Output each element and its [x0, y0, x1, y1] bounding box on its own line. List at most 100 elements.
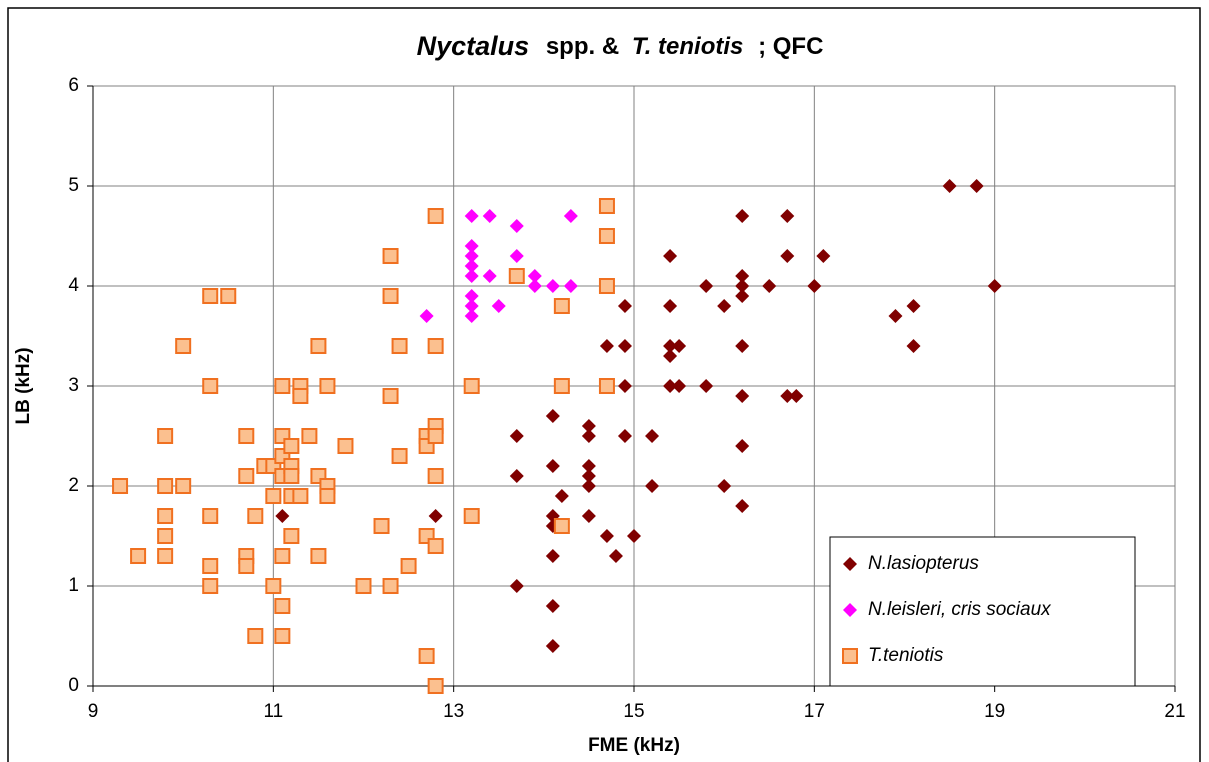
- point: [509, 579, 524, 593]
- point: [265, 488, 282, 504]
- x-axis-label: FME (kHz): [588, 735, 680, 756]
- y-tick-label: 6: [68, 75, 79, 96]
- legend-label: T.teniotis: [868, 645, 944, 666]
- point: [598, 278, 615, 294]
- point: [545, 639, 560, 653]
- point: [545, 459, 560, 473]
- point: [482, 269, 497, 283]
- point: [418, 648, 435, 664]
- point: [581, 509, 596, 523]
- point: [699, 379, 714, 393]
- point: [382, 248, 399, 264]
- point: [509, 469, 524, 483]
- point: [247, 508, 264, 524]
- point: [527, 279, 542, 293]
- y-tick-label: 3: [68, 375, 79, 396]
- point: [563, 279, 578, 293]
- point: [906, 299, 921, 313]
- x-tick-label: 21: [1164, 701, 1185, 722]
- point: [663, 379, 678, 393]
- point: [599, 339, 614, 353]
- point: [464, 309, 479, 323]
- point: [608, 549, 623, 563]
- y-axis-label: LB (kHz): [13, 347, 34, 424]
- y-tick-label: 4: [68, 275, 79, 296]
- point: [762, 279, 777, 293]
- legend-marker: [842, 648, 858, 664]
- legend-label: N.leisleri, cris sociaux: [868, 599, 1052, 620]
- point: [969, 179, 984, 193]
- point: [464, 239, 479, 253]
- point: [509, 249, 524, 263]
- point: [581, 429, 596, 443]
- point: [464, 269, 479, 283]
- point: [509, 219, 524, 233]
- point: [310, 338, 327, 354]
- point: [382, 578, 399, 594]
- point: [427, 678, 444, 694]
- point: [807, 279, 822, 293]
- point: [482, 209, 497, 223]
- point: [780, 249, 795, 263]
- point: [581, 459, 596, 473]
- point: [545, 549, 560, 563]
- point: [735, 499, 750, 513]
- point: [464, 209, 479, 223]
- point: [175, 338, 192, 354]
- point: [598, 198, 615, 214]
- point: [202, 578, 219, 594]
- point: [581, 469, 596, 483]
- point: [491, 299, 506, 313]
- point: [906, 339, 921, 353]
- point: [265, 578, 282, 594]
- point: [319, 378, 336, 394]
- point: [202, 378, 219, 394]
- point: [735, 269, 750, 283]
- point: [545, 279, 560, 293]
- point: [274, 378, 291, 394]
- point: [598, 378, 615, 394]
- y-tick-label: 1: [68, 575, 79, 596]
- point: [464, 249, 479, 263]
- point: [419, 309, 434, 323]
- point: [130, 548, 147, 564]
- point: [942, 179, 957, 193]
- point: [663, 349, 678, 363]
- point: [663, 249, 678, 263]
- point: [463, 378, 480, 394]
- point: [627, 529, 641, 543]
- title-part: T. teniotis: [632, 33, 744, 60]
- point: [545, 599, 560, 613]
- point: [553, 298, 570, 314]
- x-tick-label: 15: [623, 701, 644, 722]
- point: [337, 438, 354, 454]
- point: [301, 428, 318, 444]
- point: [553, 378, 570, 394]
- point: [157, 528, 174, 544]
- point: [598, 228, 615, 244]
- point: [112, 478, 129, 494]
- point: [816, 249, 831, 263]
- point: [699, 279, 714, 293]
- point: [283, 468, 300, 484]
- x-tick-label: 9: [88, 701, 99, 722]
- point: [373, 518, 390, 534]
- point: [735, 389, 750, 403]
- point: [789, 389, 804, 403]
- point: [238, 428, 255, 444]
- point: [391, 448, 408, 464]
- legend-marker: [843, 557, 857, 571]
- point: [202, 558, 219, 574]
- point: [563, 209, 578, 223]
- point: [645, 479, 660, 493]
- point: [202, 288, 219, 304]
- point: [464, 289, 479, 303]
- point: [292, 388, 309, 404]
- point: [247, 628, 264, 644]
- point: [527, 269, 542, 283]
- point: [175, 478, 192, 494]
- point: [310, 548, 327, 564]
- x-tick-label: 13: [443, 701, 464, 722]
- point: [283, 528, 300, 544]
- point: [427, 538, 444, 554]
